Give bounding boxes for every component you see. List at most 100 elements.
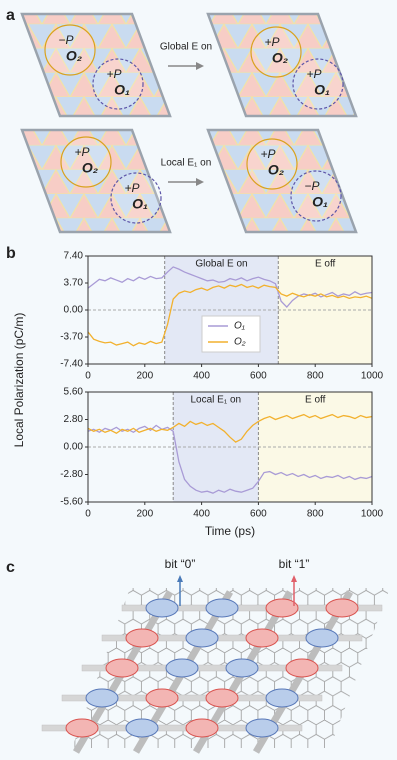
domain-shape [20, 12, 172, 118]
site-label: O₁ [312, 194, 328, 210]
domain-circle [92, 58, 144, 110]
x-tick-label: 400 [193, 509, 210, 520]
bit-cell [185, 718, 219, 738]
y-tick-label: 2.80 [64, 414, 84, 425]
y-tick-label: -2.80 [60, 469, 83, 480]
y-axis-label: Local Polarization (pC/m) [12, 313, 26, 448]
bit-cell [245, 718, 279, 738]
series-line [87, 413, 373, 443]
domain-shape [206, 128, 358, 234]
site-label: O₁ [114, 82, 130, 98]
panel-label: b [6, 245, 16, 262]
annotation: Local E₁ on [190, 395, 241, 406]
row-rod [41, 724, 303, 732]
site-label: O₂ [272, 50, 288, 66]
bit-cell [125, 628, 159, 648]
bit-cell [105, 658, 139, 678]
arrow-label: Global E on [160, 42, 212, 53]
y-tick-label: 3.70 [64, 278, 84, 289]
bit-cell [145, 598, 179, 618]
polarization-sign: +P [106, 67, 121, 81]
y-tick-label: -7.40 [60, 359, 83, 370]
bit-cell [145, 688, 179, 708]
bit-cell [165, 658, 199, 678]
bit-cell [305, 628, 339, 648]
domain-circle [44, 24, 96, 76]
x-tick-label: 400 [193, 371, 210, 382]
polarization-sign: +P [264, 35, 279, 49]
panel-c: bit “0” bit “1” [41, 557, 390, 754]
domain-circle [250, 26, 302, 78]
arrow-head [196, 62, 204, 70]
domain-shape [206, 12, 358, 118]
site-label: O₂ [82, 160, 98, 176]
polarization-sign: +P [74, 145, 89, 159]
domain-circle [292, 58, 344, 110]
domain-circle [60, 136, 112, 188]
legend-label: O₂ [234, 337, 246, 348]
panel-label: c [6, 559, 15, 576]
y-tick-label: 0.00 [64, 305, 84, 316]
x-tick-label: 200 [136, 371, 153, 382]
bit-arrow-head [291, 575, 297, 582]
bit-cell [205, 688, 239, 708]
bit-cell [265, 598, 299, 618]
annotation: E off [305, 395, 326, 406]
row-rod [81, 664, 343, 672]
y-tick-label: -5.60 [60, 497, 83, 508]
x-tick-label: 0 [85, 371, 91, 382]
bit-cell [205, 598, 239, 618]
polarization-sign: +P [124, 181, 139, 195]
x-tick-label: 1000 [361, 371, 384, 382]
x-tick-label: 800 [307, 509, 324, 520]
bit-cell [285, 658, 319, 678]
site-label: O₂ [268, 162, 284, 178]
polarization-sign: +P [260, 147, 275, 161]
x-tick-label: 0 [85, 509, 91, 520]
bit-cell [325, 598, 359, 618]
plot-frame [87, 255, 373, 365]
row-rod [101, 634, 363, 642]
bit-cell [265, 688, 299, 708]
site-label: O₁ [314, 82, 330, 98]
bit-label: bit “0” [165, 557, 196, 571]
y-tick-label: 7.40 [64, 251, 84, 262]
site-label: O₁ [132, 196, 148, 212]
x-tick-label: 1000 [361, 509, 384, 520]
x-tick-label: 600 [250, 509, 267, 520]
x-axis-label: Time (ps) [205, 524, 255, 538]
site-label: O₂ [66, 48, 82, 64]
legend-label: O₁ [234, 321, 245, 332]
domain-circle [246, 138, 298, 190]
series-line [87, 283, 373, 347]
x-tick-label: 800 [307, 371, 324, 382]
x-tick-label: 600 [250, 371, 267, 382]
bit-label: bit “1” [279, 557, 310, 571]
domain-circle [110, 172, 162, 224]
bit-cell [85, 688, 119, 708]
arrow-label: Local E₁ on [161, 158, 212, 169]
y-tick-label: 0.00 [64, 442, 84, 453]
y-tick-label: 5.60 [64, 387, 84, 398]
domain-shape [20, 128, 172, 234]
bit-arrow-head [177, 575, 183, 582]
legend-box [201, 315, 261, 353]
y-tick-label: -3.70 [60, 332, 83, 343]
x-tick-label: 200 [136, 509, 153, 520]
polarization-sign: −P [304, 179, 319, 193]
panel-label: a [6, 7, 15, 24]
panel-b: Global E on E off -7.40 -3.70 0.00 3.70 7.40 0 2… [60, 251, 383, 520]
bit-cell [185, 628, 219, 648]
arrow-head [196, 178, 204, 186]
domain-circle [290, 170, 342, 222]
row-rod [121, 604, 383, 612]
plot-frame [87, 391, 373, 503]
bit-cell [245, 628, 279, 648]
bit-cell [125, 718, 159, 738]
polarization-sign: +P [306, 67, 321, 81]
series-line [87, 424, 373, 494]
row-rod [61, 694, 323, 702]
polarization-sign: −P [58, 33, 73, 47]
